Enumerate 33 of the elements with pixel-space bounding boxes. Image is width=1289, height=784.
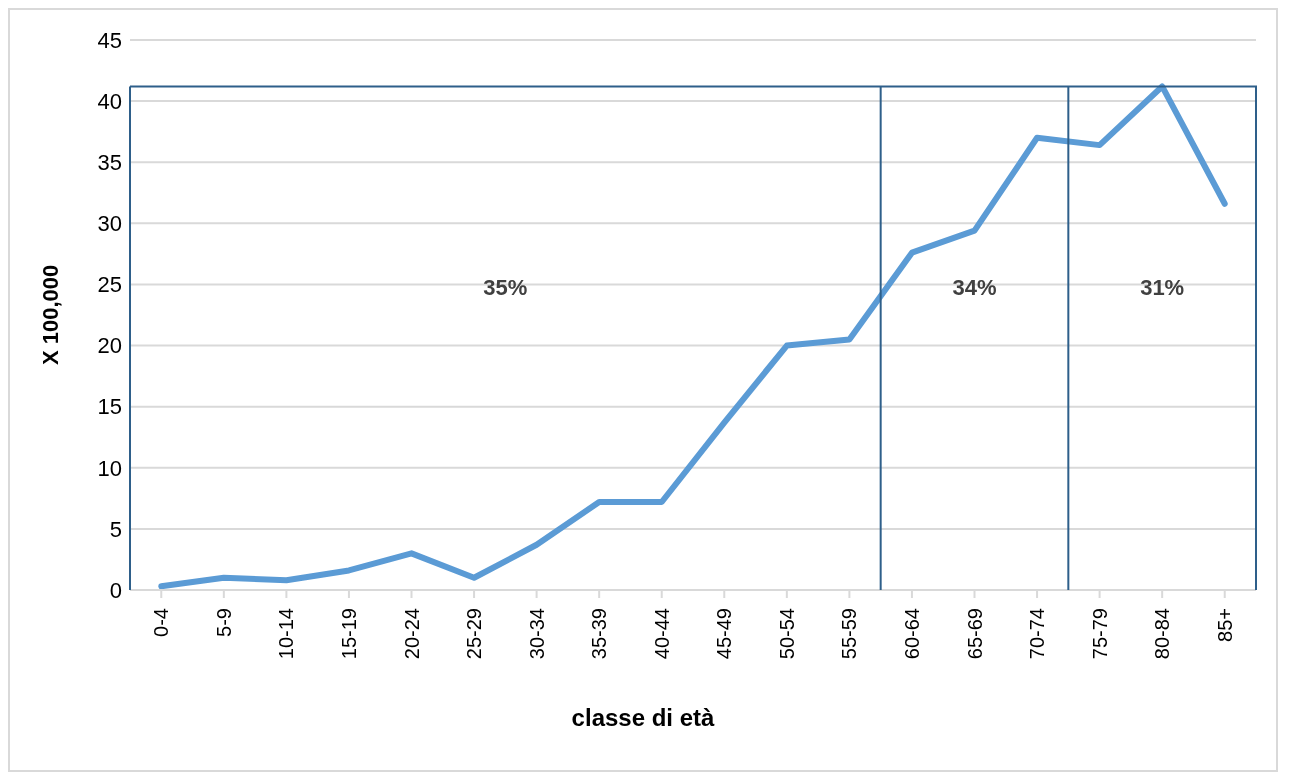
y-tick-label: 20 [97,333,122,359]
x-tick-label: 80-84 [1151,608,1174,660]
x-tick-label: 55-59 [838,608,861,660]
y-tick-label: 45 [97,27,122,53]
x-tick-label: 45-49 [713,608,736,660]
x-tick-label: 30-34 [525,608,548,660]
x-tick-label: 60-64 [900,608,923,660]
x-tick-label: 85+ [1213,608,1236,642]
x-tick-label: 40-44 [650,608,673,660]
x-tick-label: 15-19 [337,608,360,660]
x-tick-label: 50-54 [775,608,798,660]
y-axis-title: X 100,000 [37,264,63,365]
x-tick-label: 5-9 [212,608,235,637]
x-tick-label: 10-14 [275,608,298,660]
x-tick-label: 70-74 [1026,608,1049,660]
annotation: 31% [1140,275,1185,300]
x-tick-label: 0-4 [150,608,173,637]
x-axis-title: classe di età [570,704,716,732]
annotation: 34% [952,275,997,300]
x-tick-label: 25-29 [463,608,486,660]
y-tick-label: 5 [109,516,122,542]
y-tick-label: 40 [97,88,122,114]
y-tick-label: 25 [97,272,122,298]
y-tick-label: 35 [97,150,122,176]
x-tick-label: 35-39 [588,608,611,660]
y-tick-label: 10 [97,455,122,481]
x-tick-label: 75-79 [1088,608,1111,660]
x-tick-label: 20-24 [400,608,423,660]
y-tick-label: 15 [97,394,122,420]
annotation: 35% [483,275,528,300]
y-tick-label: 30 [97,211,122,237]
x-tick-label: 65-69 [963,608,986,660]
y-tick-label: 0 [109,577,122,603]
